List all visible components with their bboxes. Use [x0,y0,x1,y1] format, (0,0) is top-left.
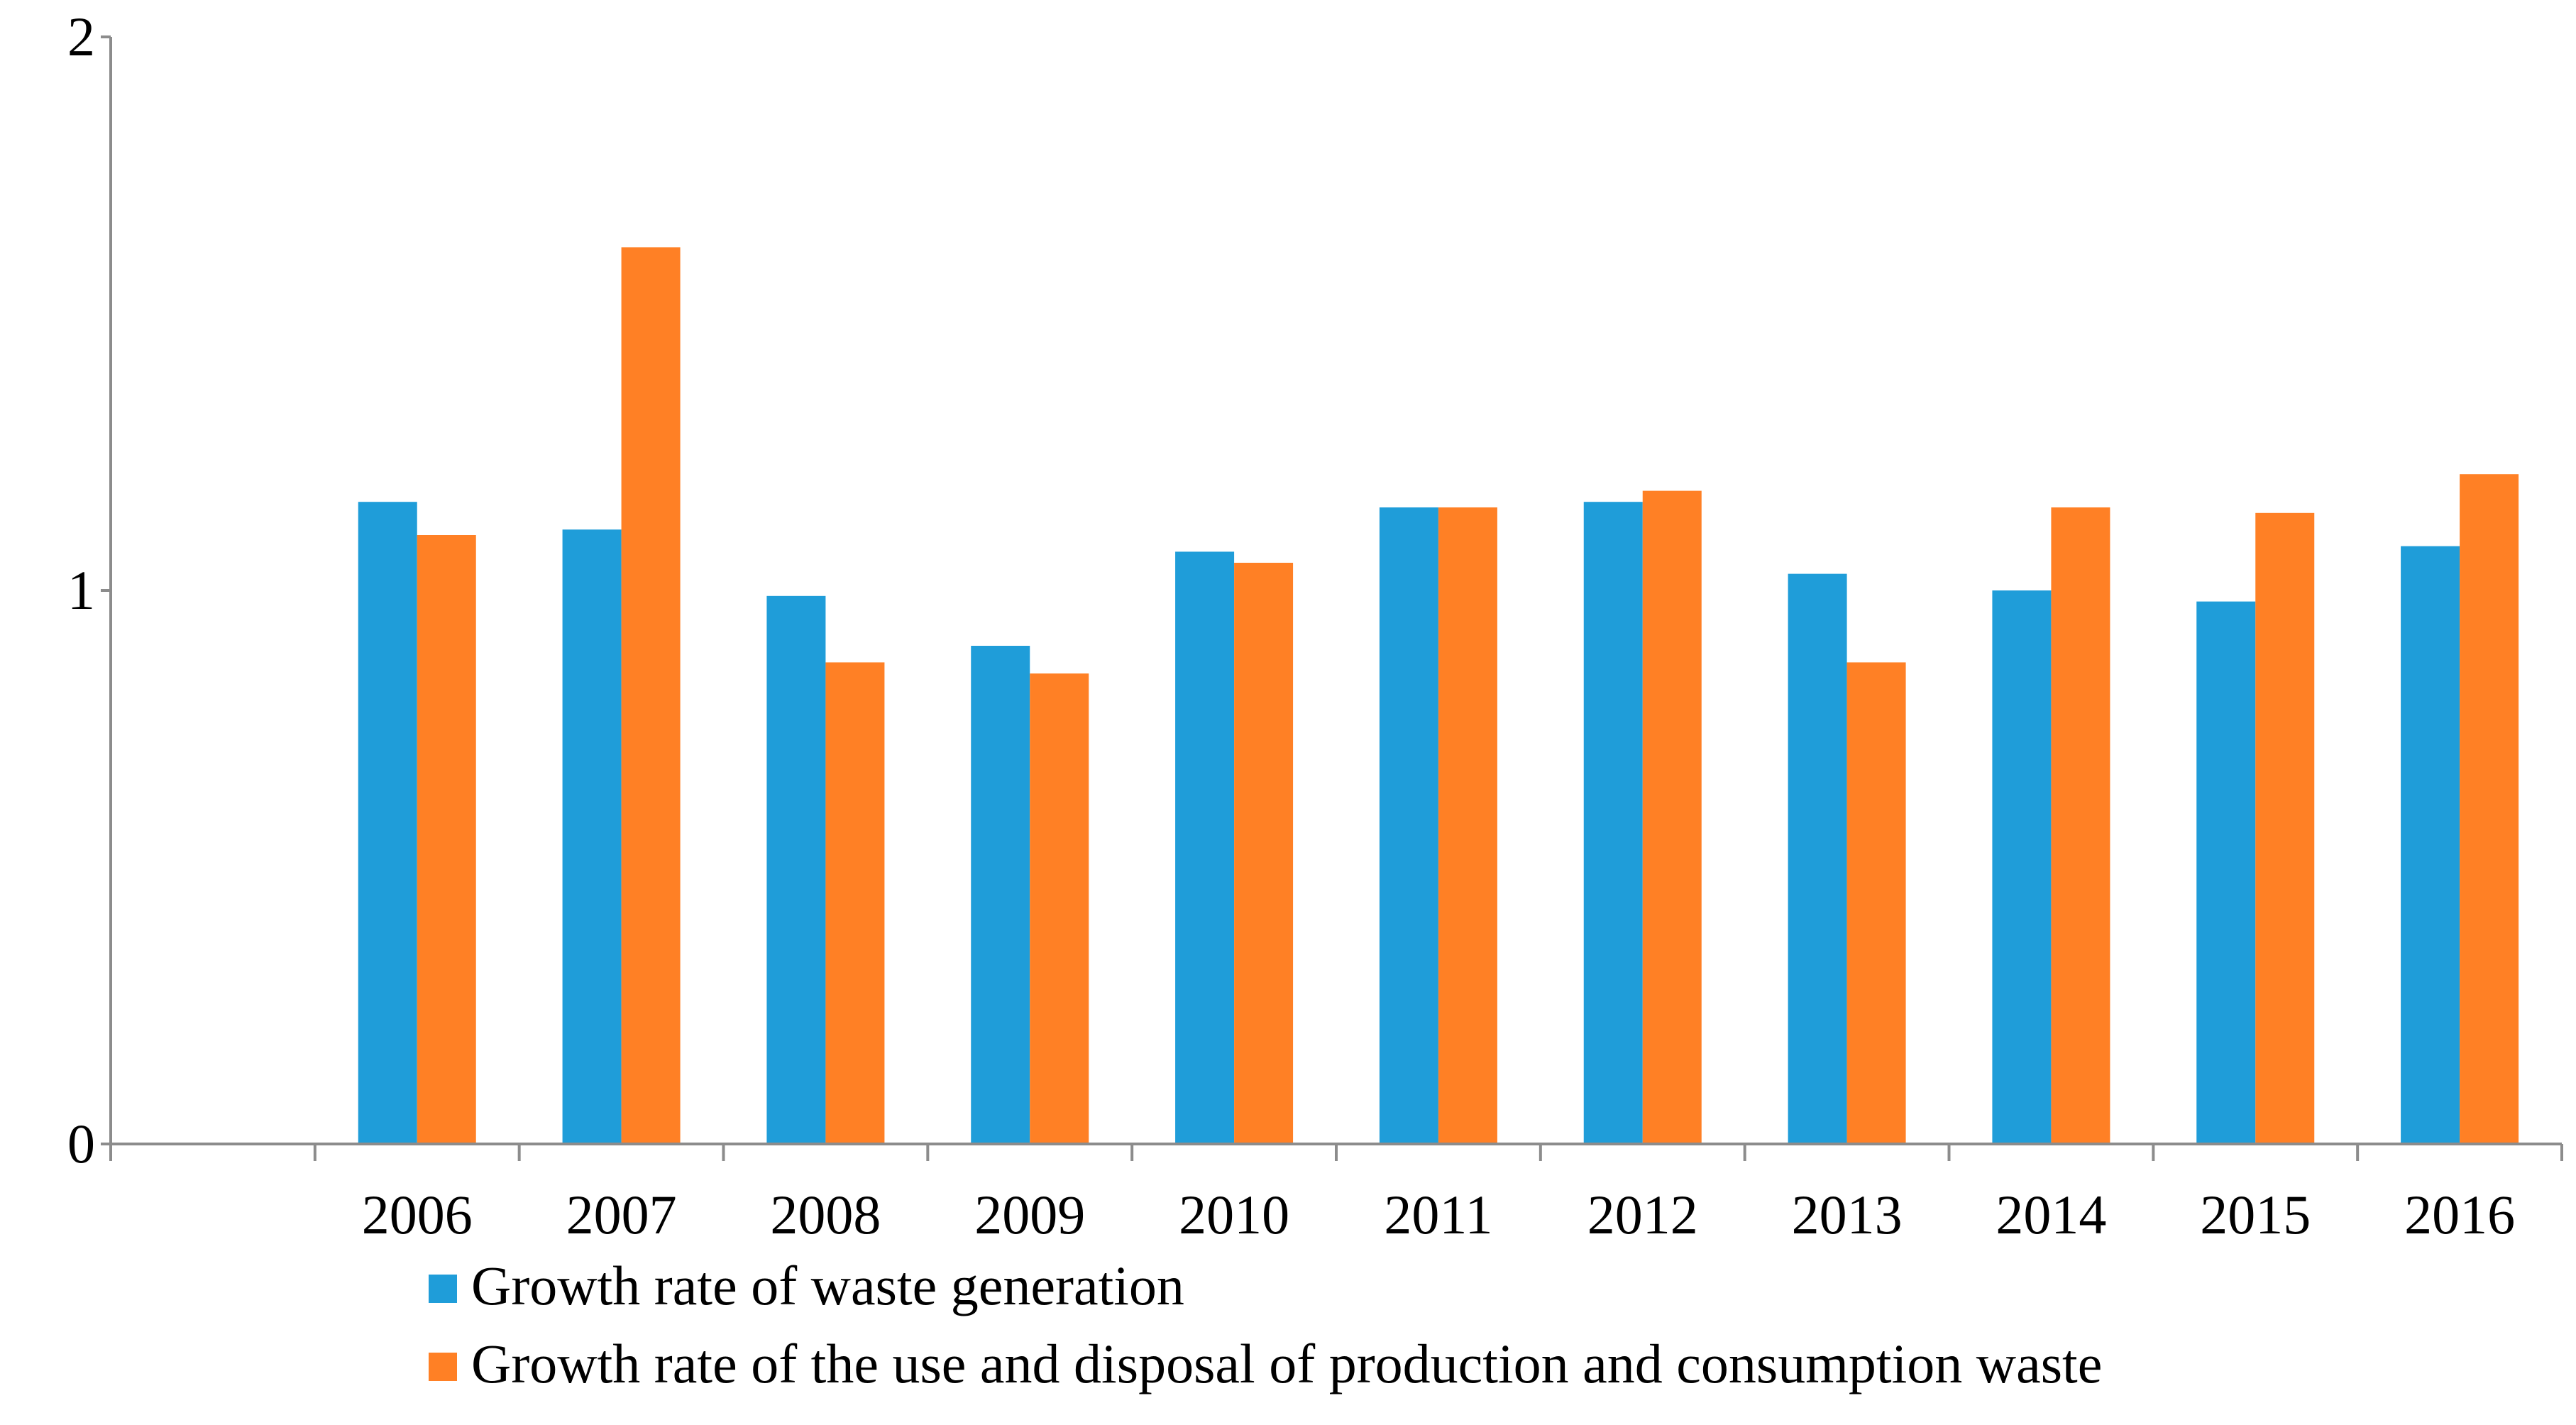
legend: Growth rate of waste generation Growth ra… [429,1255,2102,1394]
bar-waste-generation-2010 [1175,551,1235,1144]
x-tick-label: 2011 [1384,1184,1492,1245]
bar-waste-generation-2014 [1992,590,2052,1144]
bar-use-disposal-2015 [2255,512,2315,1144]
legend-label: Growth rate of the use and disposal of p… [471,1333,2102,1394]
bar-waste-generation-2013 [1788,573,1847,1144]
bar-use-disposal-2011 [1438,507,1497,1144]
x-tick-label: 2013 [1792,1184,1903,1245]
bar-use-disposal-2012 [1642,490,1702,1144]
y-tick-label: 1 [67,559,95,621]
x-tick-label: 2007 [566,1184,677,1245]
bar-use-disposal-2016 [2460,474,2519,1144]
y-tick-label: 0 [67,1113,95,1174]
legend-label: Growth rate of waste generation [471,1255,1184,1316]
bar-waste-generation-2015 [2196,601,2256,1144]
bar-use-disposal-2014 [2051,507,2110,1144]
bar-waste-generation-2008 [766,595,826,1144]
ticks-layer: 0 1 2 2006 2007 2008 2009 2010 2011 2012 2013 2014 2… [67,6,2563,1245]
x-tick-label: 2012 [1587,1184,1698,1245]
x-tick-label: 2008 [770,1184,881,1245]
bar-waste-generation-2016 [2401,546,2460,1144]
x-tick-label: 2015 [2200,1184,2311,1245]
bar-waste-generation-2011 [1379,507,1438,1144]
x-tick-label: 2006 [362,1184,473,1245]
bar-use-disposal-2008 [825,662,885,1144]
legend-swatch [429,1353,457,1381]
bar-use-disposal-2006 [417,535,476,1144]
bar-use-disposal-2007 [621,247,681,1144]
y-tick-label: 2 [67,6,95,67]
x-tick-label: 2016 [2404,1184,2515,1245]
bar-waste-generation-2012 [1583,502,1643,1144]
bar-waste-generation-2009 [971,646,1030,1144]
bar-use-disposal-2013 [1846,662,1906,1144]
bar-use-disposal-2010 [1234,563,1294,1144]
bar-waste-generation-2006 [358,502,417,1144]
x-tick-label: 2010 [1179,1184,1289,1245]
x-tick-label: 2009 [974,1184,1085,1245]
bar-use-disposal-2009 [1030,673,1089,1144]
legend-swatch [429,1275,457,1303]
bars-layer [358,247,2519,1144]
x-tick-label: 2014 [1996,1184,2106,1245]
bar-waste-generation-2007 [562,529,622,1144]
axes-layer [109,37,2562,1145]
